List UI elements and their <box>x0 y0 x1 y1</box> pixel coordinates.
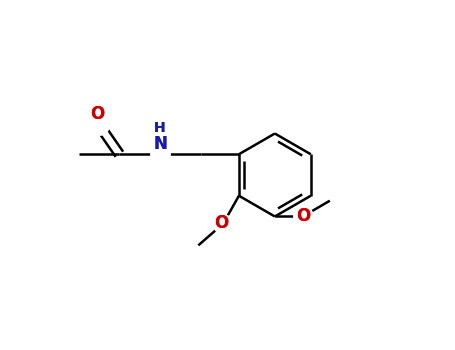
Text: O: O <box>297 206 311 225</box>
Text: N: N <box>153 135 167 153</box>
Text: O: O <box>297 206 311 225</box>
Text: H: H <box>154 121 166 135</box>
Text: O: O <box>214 214 228 232</box>
Text: O: O <box>214 214 228 232</box>
Text: N: N <box>153 135 167 153</box>
Text: H: H <box>154 121 166 135</box>
Text: O: O <box>90 105 104 123</box>
Text: O: O <box>90 105 104 123</box>
